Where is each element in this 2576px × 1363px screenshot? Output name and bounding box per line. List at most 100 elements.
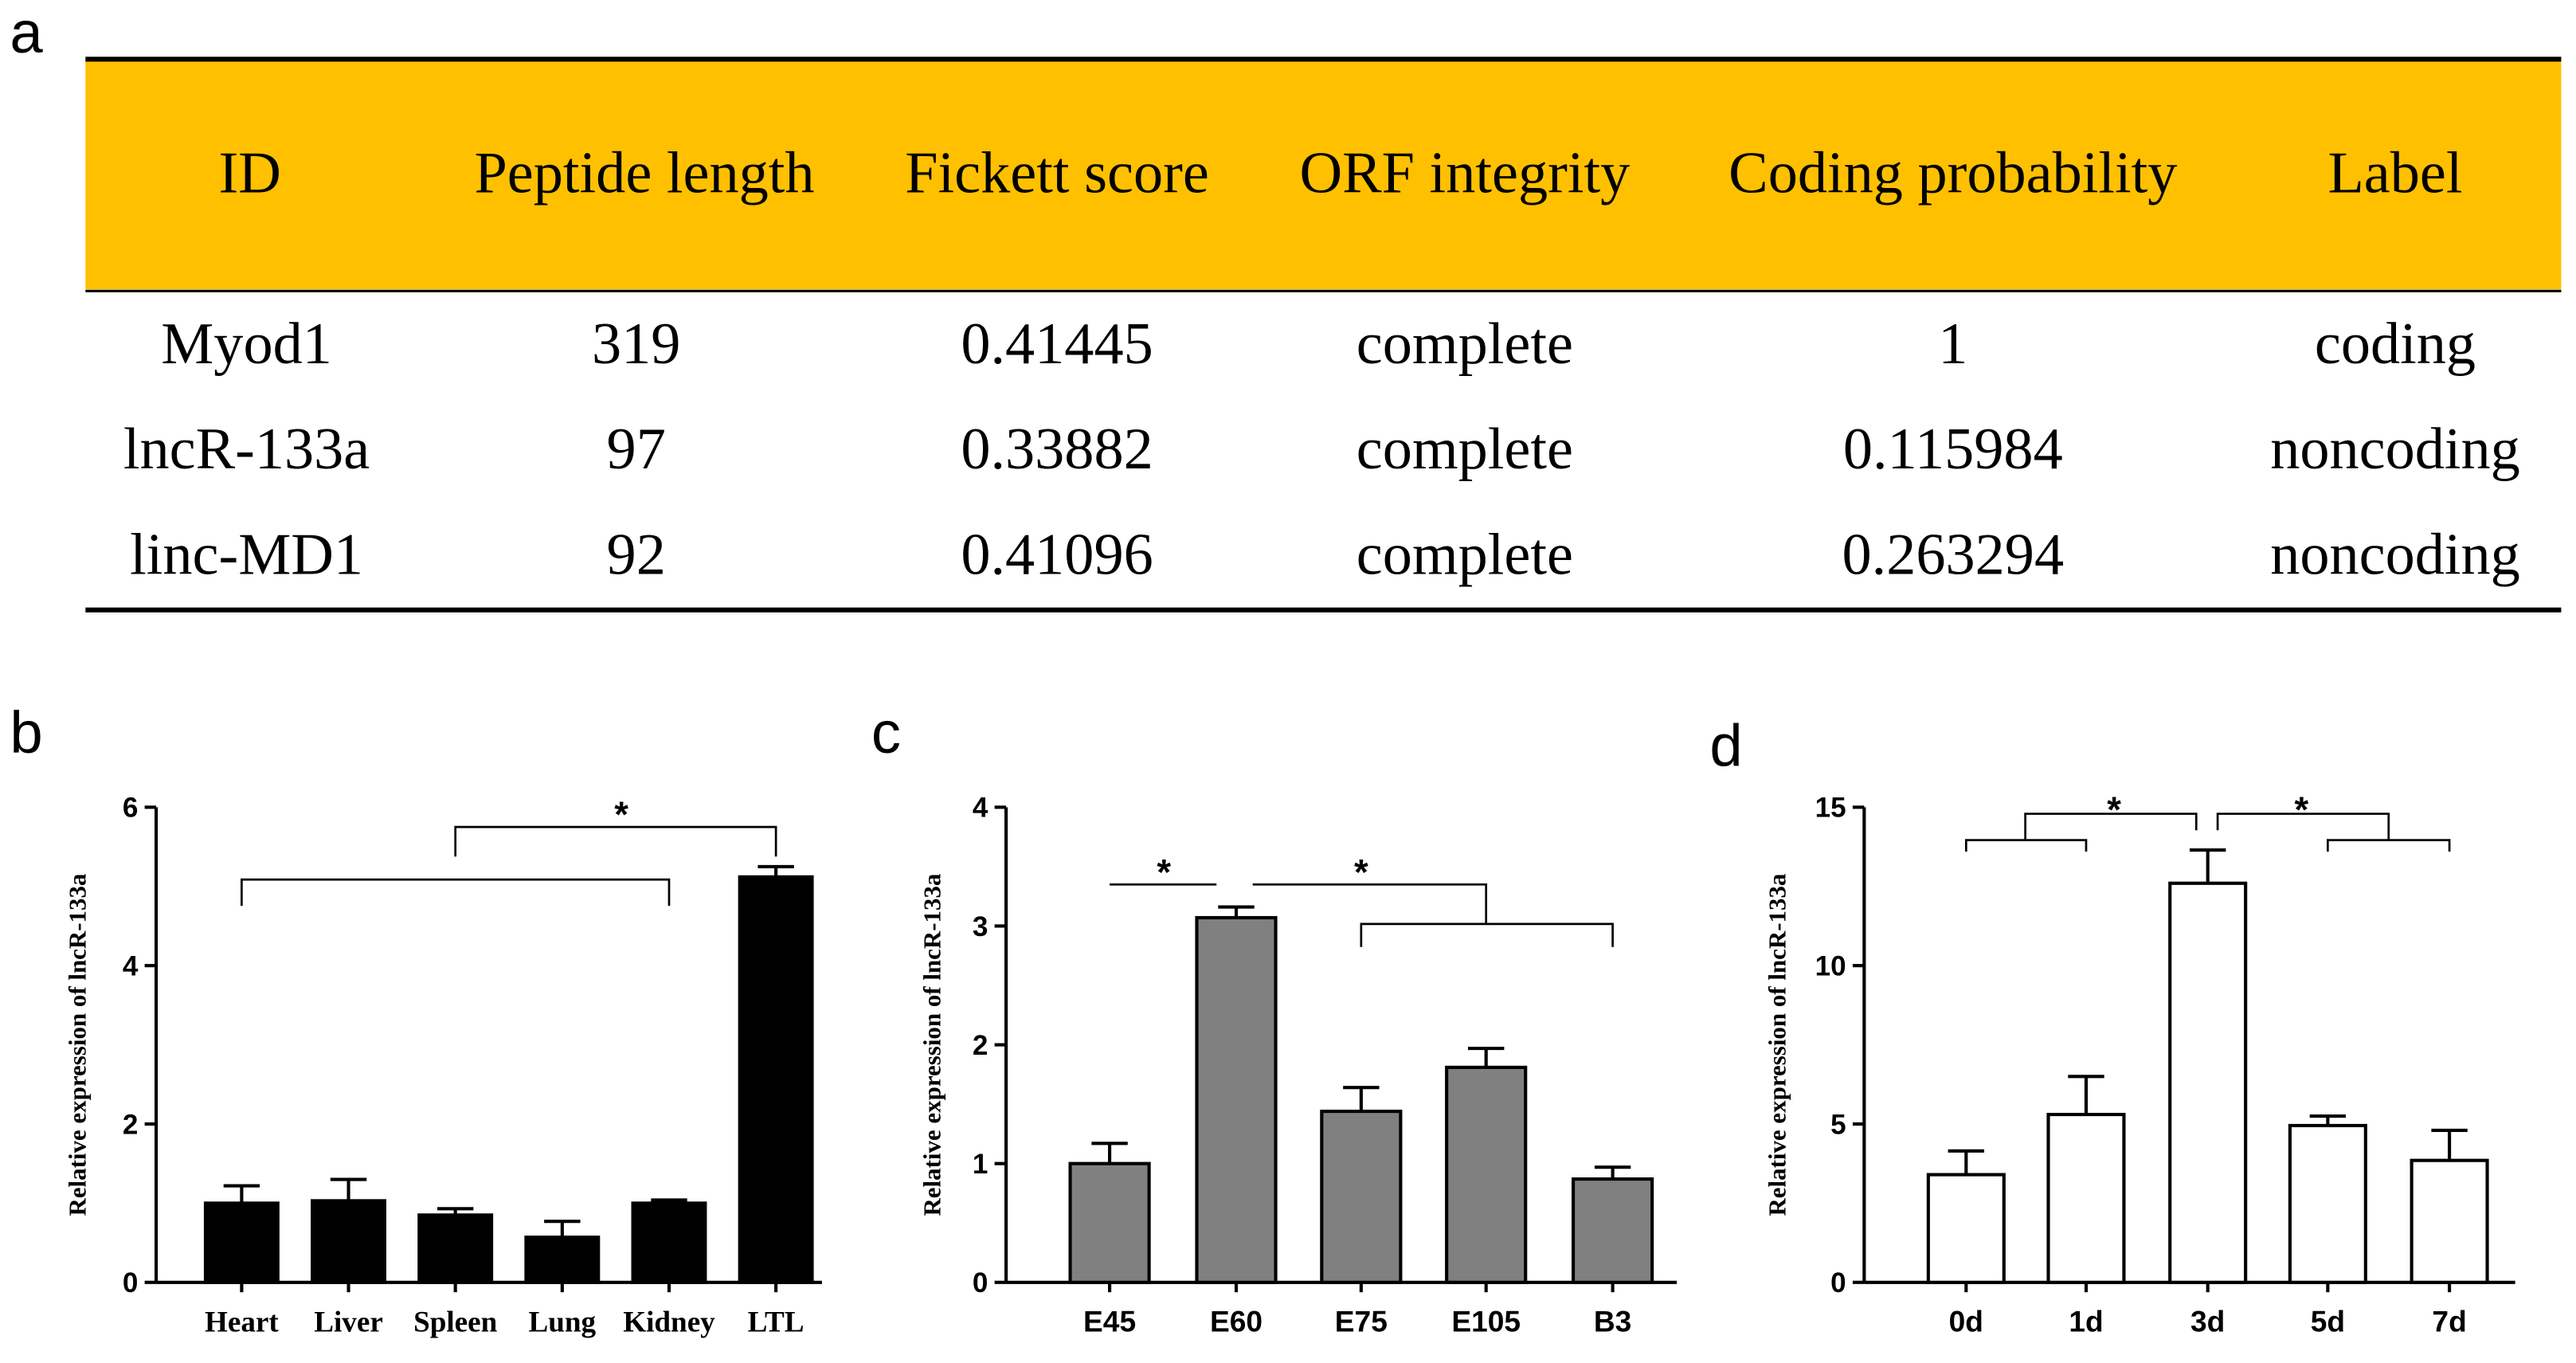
x-tick-label: Spleen xyxy=(413,1306,498,1339)
x-tick-label: E105 xyxy=(1451,1305,1521,1338)
bar-chart-tissues: 0 2 4 6 Relative expression of lncR-133a Hear… xyxy=(63,793,822,1339)
x-tick-label: E60 xyxy=(1210,1305,1263,1338)
significance-bracket xyxy=(1964,839,2088,852)
table-cell: linc-MD1 xyxy=(130,522,363,587)
y-tick-label: 6 xyxy=(123,793,139,824)
table-header-cell: Peptide length xyxy=(474,140,814,206)
table-header-cell: Label xyxy=(2327,140,2462,206)
y-axis-label: Relative expression of lncR-133a xyxy=(1763,874,1791,1216)
bar xyxy=(1068,1161,1151,1284)
x-tick-label: LTL xyxy=(748,1306,805,1339)
y-tick-label: 15 xyxy=(1815,793,1846,824)
x-tick-label: Lung xyxy=(529,1306,597,1339)
x-tick-label: 3d xyxy=(2190,1305,2225,1338)
table-header-cell: ID xyxy=(219,140,281,206)
table-cell: 92 xyxy=(607,522,666,587)
x-tick-label: E45 xyxy=(1083,1305,1136,1338)
y-tick-label: 0 xyxy=(123,1267,139,1298)
bar-chart-stages: 0 1 2 3 4 Relative expression of lncR-133a E45… xyxy=(918,793,1678,1338)
panel-label-d: d xyxy=(1709,713,1742,779)
significance-bracket xyxy=(241,878,671,907)
table-header-cell: ORF integrity xyxy=(1299,140,1630,206)
y-axis-label: Relative expression of lncR-133a xyxy=(918,874,946,1216)
significance-star: * xyxy=(1354,852,1368,892)
table-cell: complete xyxy=(1357,522,1573,587)
bar xyxy=(1572,1177,1654,1284)
table-cell: noncoding xyxy=(2270,522,2520,587)
significance-bracket xyxy=(2216,813,2390,840)
table-row: Myod1 319 0.41445 complete 1 coding xyxy=(161,311,2476,377)
table-cell: complete xyxy=(1357,417,1573,482)
y-tick-label: 2 xyxy=(973,1030,989,1061)
y-tick-label: 0 xyxy=(973,1267,989,1298)
table-cell: 319 xyxy=(592,311,680,377)
table-header-background xyxy=(85,59,2562,290)
bar xyxy=(2288,1123,2367,1284)
table-cell: Myod1 xyxy=(161,311,332,377)
significance-star: * xyxy=(2107,789,2121,830)
significance-stars: * * * * * xyxy=(614,789,2308,892)
bar xyxy=(738,875,814,1284)
y-tick-label: 5 xyxy=(1830,1109,1846,1140)
bar xyxy=(631,1201,707,1284)
table-cell: coding xyxy=(2315,311,2476,377)
x-tick-label: Heart xyxy=(205,1306,279,1339)
x-tick-label: E75 xyxy=(1335,1305,1388,1338)
bar xyxy=(2410,1158,2489,1284)
bar xyxy=(1195,915,1278,1284)
table-cell: complete xyxy=(1357,311,1573,377)
bar-chart-days: 0 5 10 15 Relative expression of lncR-133a 0d… xyxy=(1763,793,2515,1338)
significance-star: * xyxy=(2295,789,2309,830)
y-tick-label: 1 xyxy=(973,1149,989,1180)
table-header-cell: Fickett score xyxy=(905,140,1209,206)
significance-brackets xyxy=(241,813,2451,947)
table-header-cell: Coding probability xyxy=(1728,140,2177,206)
y-tick-label: 10 xyxy=(1815,951,1846,982)
table-cell: 1 xyxy=(1938,311,1967,377)
bar xyxy=(203,1201,280,1284)
bar xyxy=(1445,1065,1528,1284)
table-cell: lncR-133a xyxy=(123,417,370,482)
bar xyxy=(1926,1173,2006,1284)
panel-label-a: a xyxy=(10,0,43,65)
table-row: lncR-133a 97 0.33882 complete 0.115984 n… xyxy=(123,417,2520,482)
bar xyxy=(524,1236,601,1284)
y-tick-label: 0 xyxy=(1830,1267,1846,1298)
x-tick-label: 1d xyxy=(2069,1305,2103,1338)
bar xyxy=(2168,881,2248,1284)
panel-label-b: b xyxy=(10,699,42,766)
significance-bracket xyxy=(454,825,777,857)
data-table: ID Peptide length Fickett score ORF inte… xyxy=(85,57,2562,613)
y-tick-label: 3 xyxy=(973,911,989,942)
y-tick-label: 4 xyxy=(123,951,139,982)
table-cell: 0.41445 xyxy=(961,311,1153,377)
table-cell: 0.41096 xyxy=(961,522,1153,587)
x-tick-label: 7d xyxy=(2432,1305,2466,1338)
significance-star: * xyxy=(1157,852,1171,892)
significance-bracket xyxy=(1252,883,1488,924)
x-tick-label: B3 xyxy=(1594,1305,1631,1338)
x-tick-label: 5d xyxy=(2311,1305,2345,1338)
significance-bracket xyxy=(2327,839,2451,852)
table-cell: 0.33882 xyxy=(961,417,1153,482)
significance-bracket xyxy=(2024,813,2198,840)
x-tick-label: Kidney xyxy=(623,1306,715,1339)
table-cell: 0.115984 xyxy=(1843,417,2063,482)
y-tick-label: 2 xyxy=(123,1109,139,1140)
table-cell: noncoding xyxy=(2270,417,2520,482)
bar xyxy=(2046,1112,2126,1284)
y-tick-label: 4 xyxy=(973,793,989,824)
table-row: linc-MD1 92 0.41096 complete 0.263294 no… xyxy=(130,522,2520,587)
panel-label-c: c xyxy=(871,699,901,766)
x-tick-label: Liver xyxy=(314,1306,383,1339)
x-tick-label: 0d xyxy=(1949,1305,1983,1338)
y-axis-label: Relative expression of lncR-133a xyxy=(63,874,91,1216)
bar xyxy=(417,1213,494,1284)
bar xyxy=(1320,1109,1403,1284)
table-cell: 97 xyxy=(607,417,666,482)
bar xyxy=(311,1199,386,1284)
significance-star: * xyxy=(614,794,628,835)
table-cell: 0.263294 xyxy=(1842,522,2065,587)
